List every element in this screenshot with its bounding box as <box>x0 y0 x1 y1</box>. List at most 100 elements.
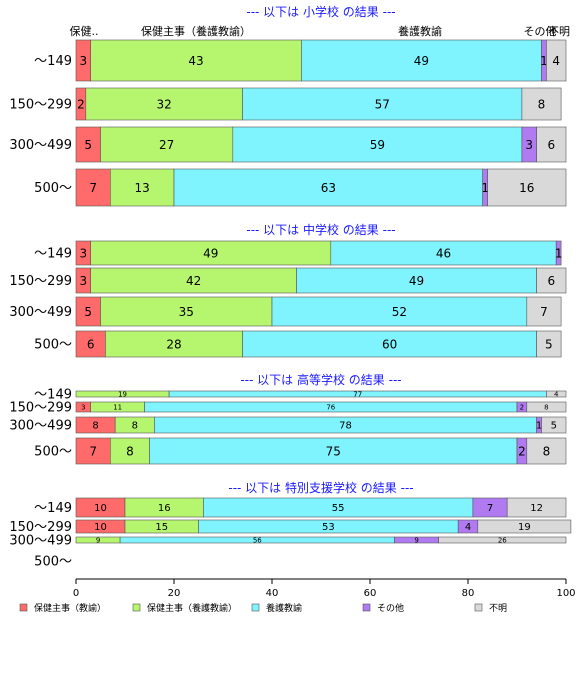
data-label: 49 <box>203 246 218 260</box>
data-label: 4 <box>465 522 471 533</box>
bar-segment <box>546 390 567 398</box>
data-label: 19 <box>118 391 127 399</box>
data-label: 53 <box>322 522 335 533</box>
data-label: 15 <box>155 522 168 533</box>
bar-segment <box>75 330 106 358</box>
category-label: 150〜299 <box>9 520 72 535</box>
data-label: 5 <box>545 337 553 351</box>
bar-segment <box>546 39 567 82</box>
data-label: 7 <box>540 305 548 319</box>
bar-segment <box>536 126 567 163</box>
data-label: 5 <box>551 421 557 432</box>
data-label: 77 <box>353 391 362 399</box>
data-label: 27 <box>159 138 174 152</box>
bar-segment <box>75 168 111 207</box>
legend-label: 不明 <box>489 603 507 614</box>
data-label: 9 <box>414 537 418 545</box>
bar-segment <box>526 296 562 327</box>
legend-label: その他 <box>377 602 404 614</box>
data-label: 3 <box>525 138 533 152</box>
data-label: 1 <box>536 421 542 432</box>
legend-label: 保健主事（教諭） <box>34 602 106 614</box>
data-label: 2 <box>520 404 524 412</box>
bar-segment <box>296 267 537 294</box>
category-label: 300〜499 <box>9 305 72 320</box>
data-label: 2 <box>518 444 526 458</box>
data-label: 4 <box>552 54 560 68</box>
data-label: 59 <box>370 138 385 152</box>
bar-segment <box>110 168 175 207</box>
data-label: 57 <box>375 97 390 111</box>
legend-swatch <box>362 603 371 612</box>
data-label: 43 <box>188 54 203 68</box>
data-label: 63 <box>321 181 336 195</box>
data-label: 8 <box>544 404 548 412</box>
bar-segment <box>85 87 243 121</box>
data-label: 2 <box>77 97 85 111</box>
bar-segment <box>232 126 523 163</box>
data-label: 78 <box>339 421 352 432</box>
data-label: 56 <box>253 537 262 545</box>
category-label: 〜149 <box>34 247 72 262</box>
data-label: 1 <box>540 54 548 68</box>
bar-segment <box>100 296 273 327</box>
x-tick-label: 40 <box>266 588 279 599</box>
data-label: 42 <box>186 274 201 288</box>
x-tick-label: 80 <box>462 588 475 599</box>
bar-segment <box>90 39 302 82</box>
bar-segment <box>271 296 528 327</box>
data-label: 32 <box>157 97 172 111</box>
bar-segment <box>526 437 567 465</box>
bar-segment <box>100 126 234 163</box>
legend-swatch <box>19 603 28 612</box>
data-label: 6 <box>547 138 555 152</box>
section-title: --- 以下は 小学校 の結果 --- <box>246 4 395 19</box>
bar-segment <box>487 168 567 207</box>
category-label: 〜149 <box>34 388 72 403</box>
bar-segment <box>526 401 567 413</box>
category-label: 300〜499 <box>9 534 72 549</box>
legend-swatch <box>474 603 483 612</box>
bar-segment <box>536 267 567 294</box>
data-label: 10 <box>94 522 107 533</box>
data-label: 12 <box>530 503 543 514</box>
data-label: 5 <box>84 305 92 319</box>
data-label: 3 <box>80 54 88 68</box>
data-label: 3 <box>80 274 88 288</box>
data-label: 46 <box>436 246 451 260</box>
x-tick-label: 100 <box>556 588 575 599</box>
bar-segment <box>521 87 562 121</box>
category-label: 500〜 <box>34 445 72 460</box>
data-label: 60 <box>382 337 397 351</box>
category-label: 150〜299 <box>9 401 72 416</box>
category-label: 〜149 <box>34 54 72 69</box>
category-label: 150〜299 <box>9 98 72 113</box>
legend-label: 保健主事（養護教諭） <box>147 602 237 614</box>
data-label: 5 <box>84 138 92 152</box>
data-label: 13 <box>135 181 150 195</box>
legend-swatch <box>132 603 141 612</box>
bar-segment <box>506 497 567 518</box>
top-category-label: その他 <box>524 25 557 38</box>
top-category-label: 保健主事（養護教諭） <box>141 24 251 38</box>
bar-segment <box>75 296 101 327</box>
category-label: 300〜499 <box>9 138 72 153</box>
data-label: 10 <box>94 503 107 514</box>
bar-segment <box>555 240 562 266</box>
bar-segment <box>477 519 572 534</box>
data-label: 16 <box>519 181 534 195</box>
legend-swatch <box>251 603 260 612</box>
x-tick-label: 60 <box>364 588 377 599</box>
data-label: 16 <box>158 503 171 514</box>
data-label: 49 <box>409 274 424 288</box>
data-label: 49 <box>414 54 429 68</box>
x-tick-label: 20 <box>168 588 181 599</box>
section-title: --- 以下は 特別支援学校 の結果 --- <box>228 480 413 495</box>
top-category-label: 保健.. <box>70 24 99 38</box>
data-label: 7 <box>89 181 97 195</box>
data-label: 8 <box>543 444 551 458</box>
data-label: 1 <box>481 181 489 195</box>
top-category-label: 養護教諭 <box>398 24 442 38</box>
data-label: 35 <box>179 305 194 319</box>
